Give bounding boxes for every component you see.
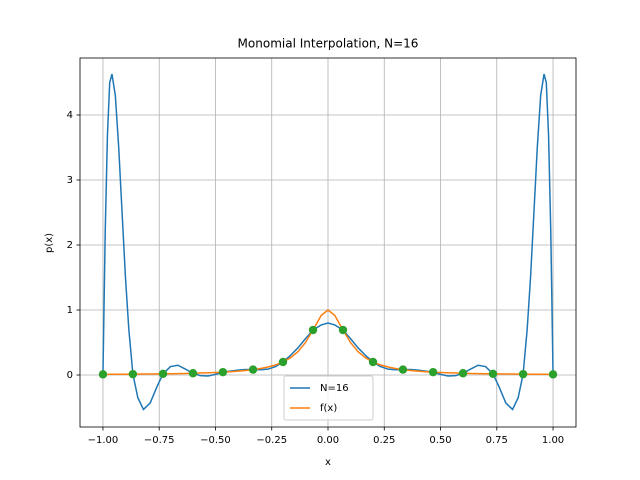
x-axis-label: x — [325, 457, 331, 468]
node-point — [128, 369, 138, 379]
node-point — [248, 365, 258, 374]
x-tick-label: −0.25 — [256, 435, 287, 446]
node-point — [458, 369, 468, 378]
node-point — [428, 367, 438, 377]
node-point — [98, 370, 108, 379]
y-tick-label: 0 — [67, 370, 73, 381]
axes-frame — [79, 57, 577, 428]
y-axis-label: p(x) — [44, 233, 55, 253]
y-tick-label: 2 — [67, 240, 73, 251]
node-point — [188, 369, 198, 378]
x-tick-label: 0.75 — [486, 435, 508, 446]
legend: N=16 f(x) — [283, 375, 374, 421]
node-point — [518, 369, 528, 379]
node-point — [398, 365, 408, 374]
chart-title: Monomial Interpolation, N=16 — [238, 37, 419, 51]
node-point — [278, 357, 288, 367]
x-tick-label: 1.00 — [542, 435, 564, 446]
line-series — [102, 309, 554, 376]
x-tick-label: 0.25 — [373, 435, 395, 446]
node-point — [308, 325, 318, 335]
x-tick-label: −0.75 — [144, 435, 175, 446]
node-point — [488, 369, 498, 379]
node-point — [368, 357, 378, 367]
y-tick-label: 3 — [67, 175, 73, 186]
x-tick-label: −0.50 — [200, 435, 231, 446]
node-point — [548, 370, 558, 379]
y-tick-label: 4 — [67, 110, 73, 121]
node-point — [158, 369, 168, 379]
node-point — [218, 367, 228, 377]
x-tick-label: 0.00 — [317, 435, 339, 446]
x-tick-label: −1.00 — [88, 435, 119, 446]
legend-box — [283, 375, 374, 421]
y-tick-label: 1 — [67, 305, 73, 316]
line-series — [102, 73, 554, 411]
x-tick-label: 0.50 — [429, 435, 451, 446]
node-point — [338, 325, 348, 335]
legend-label: N=16 — [320, 383, 349, 394]
legend-label: f(x) — [320, 403, 337, 414]
